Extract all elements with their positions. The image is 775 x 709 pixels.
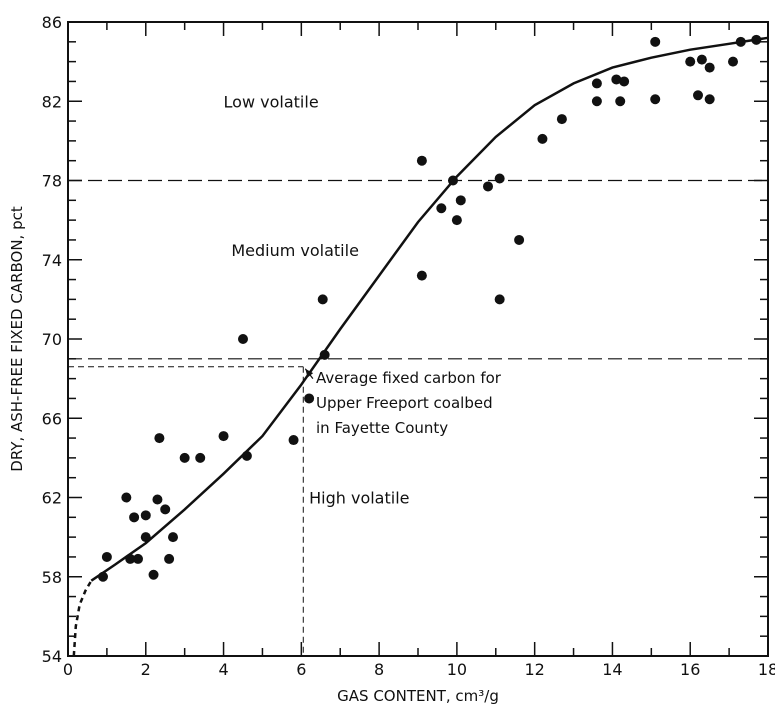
x-tick-label: 6	[296, 660, 306, 679]
x-tick-label: 14	[602, 660, 622, 679]
data-point	[160, 504, 171, 515]
data-point	[317, 294, 328, 305]
data-point	[140, 510, 151, 521]
data-point	[140, 532, 151, 543]
y-tick-label: 66	[42, 409, 62, 428]
data-point	[98, 571, 108, 582]
data-point	[696, 54, 707, 65]
data-point	[591, 78, 602, 89]
annotation-line-3: in Fayette County	[316, 419, 448, 437]
x-tick-label: 0	[63, 660, 73, 679]
data-point	[164, 553, 175, 564]
y-tick-label: 78	[42, 172, 62, 191]
x-tick-label: 4	[218, 660, 228, 679]
data-point	[238, 334, 248, 344]
data-point	[154, 433, 165, 444]
data-point	[494, 294, 505, 305]
x-tick-label: 2	[141, 660, 151, 679]
data-point	[556, 114, 567, 125]
x-tick-label: 12	[524, 660, 544, 679]
data-point	[319, 349, 330, 360]
y-axis-label: DRY, ASH-FREE FIXED CARBON, pct	[8, 206, 26, 472]
y-tick-label: 70	[42, 330, 62, 349]
fit-curve-dashed	[72, 580, 93, 657]
data-point	[448, 175, 458, 186]
region-label: Low volatile	[224, 92, 319, 111]
x-axis-label: GAS CONTENT, cm³/g	[337, 687, 499, 705]
data-point	[455, 195, 466, 206]
data-point	[288, 435, 299, 446]
data-point	[728, 56, 738, 67]
data-point	[218, 431, 229, 442]
y-tick-label: 62	[42, 489, 62, 508]
y-tick-label: 58	[42, 568, 62, 587]
y-tick-label: 54	[42, 647, 62, 666]
x-tick-label: 8	[374, 660, 384, 679]
data-point	[451, 215, 462, 226]
fit-curve	[72, 36, 769, 657]
axis-ticks	[67, 21, 769, 657]
data-point	[195, 452, 206, 463]
data-point	[611, 74, 622, 85]
data-point	[416, 155, 427, 166]
data-point	[650, 36, 661, 47]
data-point	[125, 553, 136, 564]
data-point	[168, 532, 178, 543]
fit-curve-solid	[90, 36, 769, 582]
data-points	[98, 34, 762, 582]
data-point	[704, 62, 715, 73]
data-point	[704, 94, 715, 105]
data-point	[133, 553, 143, 564]
tick-labels: 0 2 4 6 8 10 12 14 16 18 54 58 62 66 70 74 78 82 86	[42, 13, 775, 679]
data-point	[735, 36, 746, 47]
data-point	[241, 450, 252, 461]
annotation-marker	[68, 366, 314, 656]
data-point	[304, 393, 315, 404]
data-point	[436, 203, 447, 214]
data-point	[514, 234, 525, 245]
region-label: High volatile	[309, 489, 409, 508]
data-point	[751, 34, 762, 45]
data-point	[416, 270, 427, 281]
annotation-line-2: Upper Freeport coalbed	[316, 394, 493, 412]
data-point	[121, 492, 132, 503]
data-point	[591, 96, 602, 107]
data-point	[494, 173, 505, 184]
data-point	[537, 133, 548, 144]
data-point	[619, 76, 630, 87]
data-point	[685, 56, 696, 67]
data-point	[650, 94, 661, 105]
x-tick-label: 18	[758, 660, 775, 679]
data-point	[129, 512, 140, 523]
data-point	[615, 96, 626, 107]
volatile-boundaries	[68, 179, 768, 360]
y-tick-label: 82	[42, 92, 62, 111]
y-tick-label: 86	[42, 13, 62, 32]
data-point	[179, 452, 190, 463]
data-point	[148, 569, 159, 580]
region-labels: Low volatile Medium volatile High volatile	[224, 92, 410, 507]
y-tick-label: 74	[42, 251, 62, 270]
data-point	[152, 494, 163, 505]
annotation-line-1: Average fixed carbon for	[316, 369, 502, 387]
region-label: Medium volatile	[231, 241, 359, 260]
data-point	[483, 181, 493, 192]
x-tick-label: 10	[447, 660, 467, 679]
data-point	[693, 90, 703, 101]
x-tick-label: 16	[680, 660, 700, 679]
data-point	[101, 551, 112, 562]
annotation-arrowhead	[305, 368, 314, 378]
